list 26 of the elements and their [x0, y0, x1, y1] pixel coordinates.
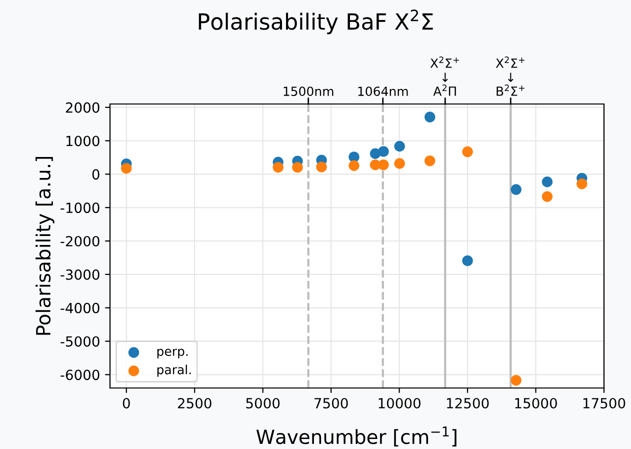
x-tick-label: 10000: [378, 398, 420, 408]
x-tick-label: 0: [122, 398, 130, 408]
x-tick-label: 15000: [515, 398, 557, 408]
y-tick-label: 2000: [66, 102, 100, 113]
ref-line-label: 1064nm: [358, 86, 408, 96]
y-tick-label: -3000: [60, 269, 100, 280]
chart-title: Polarisability BaF X$^{2}$Σ: [198, 10, 433, 34]
legend-label: paral.: [157, 364, 191, 377]
x-tick-label: 5000: [246, 398, 280, 408]
y-tick-label: -1000: [60, 202, 100, 214]
text: X$^{2}$Σ$^{+}$ ↓ A$^{2}$Π: [430, 56, 459, 96]
ref-line-label: 1500nm: [284, 86, 334, 96]
x-axis-title: Wavenumber [cm$^{−1}$]: [256, 426, 456, 446]
y-tick-label: 0: [92, 169, 100, 180]
x-tick-label: 2500: [178, 398, 212, 408]
text: X$^{2}$Σ$^{+}$ ↓ B$^{2}$Σ$^{+}$: [496, 56, 524, 96]
y-tick-label: -4000: [60, 302, 100, 314]
y-tick-label: -6000: [60, 370, 100, 380]
x-tick-label: 17500: [583, 398, 626, 408]
x-tick-label: 7500: [314, 398, 348, 408]
y-tick-label: -5000: [60, 336, 100, 347]
y-tick-label: 1000: [66, 136, 100, 146]
y-axis-title: Polarisability [a.u.]: [36, 157, 54, 335]
legend-label: perp.: [157, 348, 188, 358]
y-tick-label: -2000: [60, 236, 100, 246]
x-tick-label: 12500: [446, 398, 489, 408]
